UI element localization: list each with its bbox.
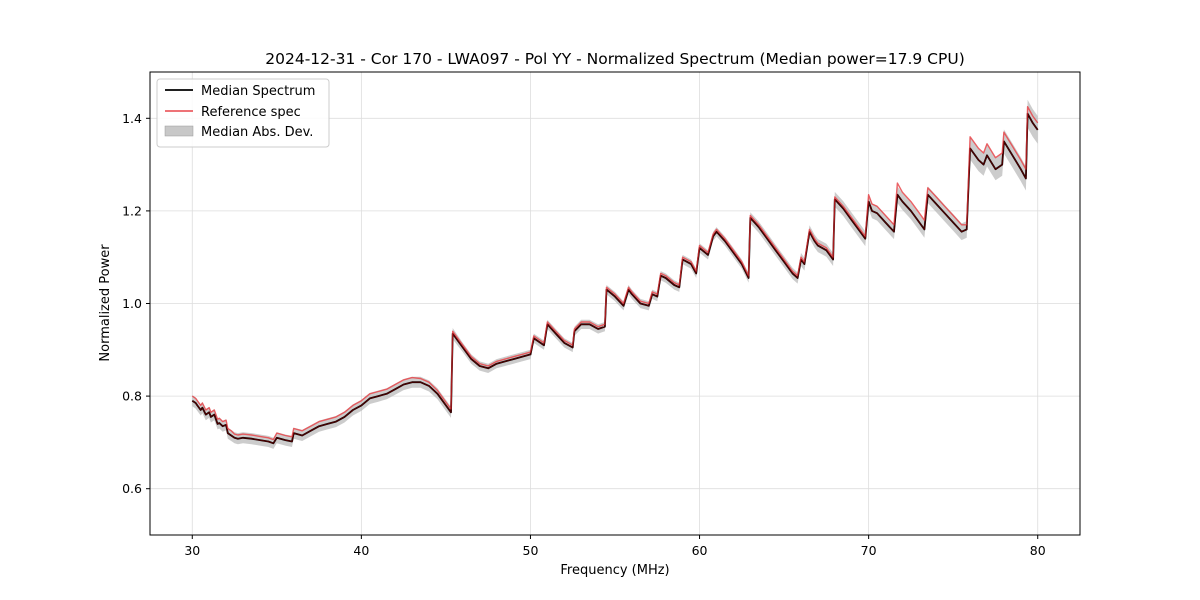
y-tick-label: 1.4	[122, 111, 142, 126]
reference-spectrum-line	[191, 105, 1039, 441]
legend: Median Spectrum Reference spec Median Ab…	[156, 78, 330, 148]
y-tick-label: 0.8	[122, 389, 142, 404]
chart-title: 2024-12-31 - Cor 170 - LWA097 - Pol YY -…	[265, 50, 965, 68]
y-tick-label: 0.6	[122, 481, 142, 496]
series-lines-layer	[191, 105, 1039, 445]
legend-label-median: Median Spectrum	[201, 84, 315, 99]
x-tick-label: 40	[353, 543, 369, 558]
y-axis-ticks: 0.6 0.8 1.0 1.2 1.4	[122, 111, 150, 496]
x-tick-label: 60	[692, 543, 708, 558]
legend-swatch-mad	[164, 125, 194, 137]
legend-box	[156, 78, 330, 148]
y-tick-label: 1.0	[122, 296, 142, 311]
y-axis-title: Normalized Power	[98, 244, 113, 362]
x-tick-label: 50	[523, 543, 539, 558]
y-tick-label: 1.2	[122, 203, 142, 218]
legend-label-reference: Reference spec	[201, 105, 301, 120]
x-tick-label: 70	[861, 543, 877, 558]
x-axis-title: Frequency (MHz)	[560, 563, 669, 578]
x-tick-label: 30	[184, 543, 200, 558]
x-tick-label: 80	[1030, 543, 1046, 558]
x-axis-ticks: 30 40 50 60 70 80	[184, 535, 1046, 558]
overlap-line	[191, 113, 1039, 444]
legend-label-mad: Median Abs. Dev.	[201, 125, 313, 140]
